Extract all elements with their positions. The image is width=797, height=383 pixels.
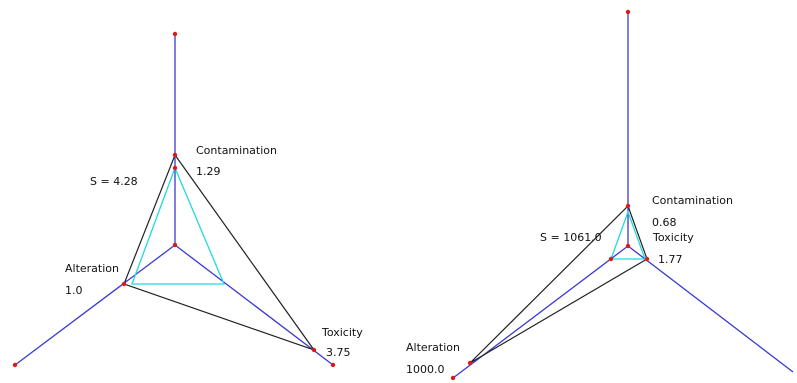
- right-points: [450, 9, 650, 381]
- left-axis-toxicity: [174, 244, 334, 366]
- left-toxicity-point: [311, 347, 317, 353]
- right-toxicity-point: [644, 256, 650, 262]
- left-alteration-axis-end: [12, 362, 18, 368]
- right-alteration-point: [467, 360, 473, 366]
- left-contamination-label: Contamination: [196, 144, 277, 157]
- right-s-label: S = 1061.0: [540, 231, 602, 244]
- left-alteration-point: [121, 281, 127, 287]
- left-inner-triangle: [131, 166, 225, 285]
- right-toxicity-value: 1.77: [658, 253, 683, 266]
- right-contamination-value: 0.68: [652, 216, 677, 229]
- right-inner-left-point: [608, 256, 614, 262]
- right-alteration-axis-end: [450, 375, 456, 381]
- left-diagram: Contamination 1.29 S = 4.28 Alteration 1…: [12, 31, 363, 368]
- left-contamination-point: [172, 152, 178, 158]
- left-points: [12, 31, 336, 368]
- right-axes: [452, 12, 794, 379]
- right-axis-toxicity: [627, 245, 794, 373]
- right-toxicity-label: Toxicity: [652, 231, 694, 244]
- right-contamination-axis-end: [625, 9, 631, 15]
- left-alteration-value: 1.0: [65, 284, 83, 297]
- right-center-point: [625, 243, 631, 249]
- left-axis-alteration: [14, 244, 176, 366]
- left-contamination-inner-point: [172, 165, 178, 171]
- right-contamination-label: Contamination: [652, 194, 733, 207]
- right-alteration-label: Alteration: [406, 341, 460, 354]
- left-outer-triangle: [123, 153, 316, 352]
- left-toxicity-axis-end: [330, 362, 336, 368]
- left-toxicity-label: Toxicity: [321, 326, 363, 339]
- left-contamination-axis-end: [172, 31, 178, 37]
- left-toxicity-value: 3.75: [326, 346, 351, 359]
- left-s-label: S = 4.28: [90, 175, 138, 188]
- left-axes: [14, 34, 334, 366]
- right-diagram: Contamination 0.68 S = 1061.0 Toxicity 1…: [406, 9, 794, 381]
- right-alteration-value: 1000.0: [406, 363, 445, 376]
- right-contamination-point: [625, 203, 631, 209]
- left-center-point: [172, 242, 178, 248]
- left-contamination-value: 1.29: [196, 165, 221, 178]
- left-alteration-label: Alteration: [65, 262, 119, 275]
- right-outer-triangle: [469, 204, 648, 364]
- right-inner-triangle: [610, 210, 646, 260]
